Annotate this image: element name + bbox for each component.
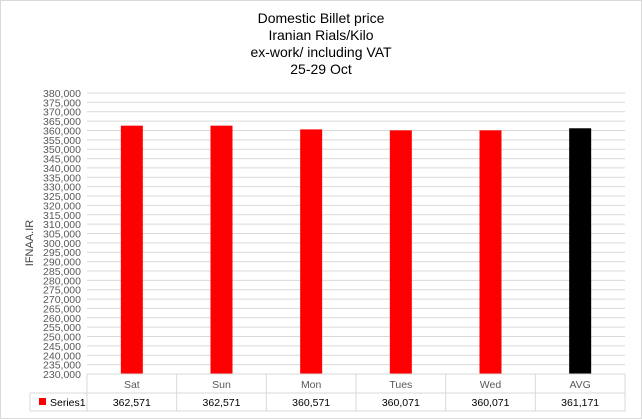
title-line-3: ex-work/ including VAT	[250, 44, 392, 60]
data-table: Sat 362,571 Sun 362,571 Mon 360,571 Tues 360,07…	[29, 373, 626, 412]
title-line-2: Iranian Rials/Kilo	[268, 27, 374, 43]
bar-wed	[479, 130, 502, 374]
y-tick-label: 325,000	[43, 191, 81, 203]
y-tick-label: 245,000	[43, 341, 81, 353]
x-tick-label: Tues	[389, 379, 412, 391]
y-tick-label: 370,000	[43, 107, 81, 119]
y-tick-label: 280,000	[43, 275, 81, 287]
data-label: 362,571	[203, 397, 241, 409]
data-label: 360,071	[472, 397, 510, 409]
y-tick-label: 240,000	[43, 350, 81, 362]
x-tick-label: Mon	[301, 379, 322, 391]
bar-sun	[210, 125, 233, 374]
bar-tues	[389, 130, 412, 374]
y-tick-label: 255,000	[43, 322, 81, 334]
chart-title: Domestic Billet price Iranian Rials/Kilo…	[0, 10, 642, 78]
y-tick-label: 270,000	[43, 294, 81, 306]
y-tick-label: 330,000	[43, 182, 81, 194]
y-tick-label: 250,000	[43, 332, 81, 344]
gridlines	[87, 92, 625, 375]
title-line-1: Domestic Billet price	[257, 10, 385, 26]
y-tick-label: 275,000	[43, 285, 81, 297]
data-label: 360,571	[292, 397, 330, 409]
bar-avg	[569, 128, 592, 374]
y-tick-label: 365,000	[43, 116, 81, 128]
data-label: 362,571	[113, 397, 151, 409]
legend-label: Series1	[50, 397, 86, 409]
x-tick-label: Wed	[480, 379, 502, 391]
y-tick-label: 305,000	[43, 229, 81, 241]
y-tick-label: 340,000	[43, 163, 81, 175]
y-axis-label: IFNAA.IR	[24, 220, 36, 267]
y-tick-label: 360,000	[43, 125, 81, 137]
y-tick-label: 310,000	[43, 219, 81, 231]
bar-sat	[120, 125, 143, 374]
y-tick-label: 335,000	[43, 172, 81, 184]
y-tick-label: 320,000	[43, 200, 81, 212]
y-tick-label: 265,000	[43, 303, 81, 315]
y-tick-label: 235,000	[43, 360, 81, 372]
y-tick-label: 375,000	[43, 97, 81, 109]
y-tick-label: 260,000	[43, 313, 81, 325]
y-tick-label: 300,000	[43, 238, 81, 250]
bars	[120, 125, 592, 374]
title-line-4: 25-29 Oct	[290, 61, 352, 77]
y-tick-label: 295,000	[43, 247, 81, 259]
legend-swatch	[39, 398, 46, 405]
y-tick-label: 285,000	[43, 266, 81, 278]
y-tick-label: 315,000	[43, 210, 81, 222]
y-tick-label: 345,000	[43, 154, 81, 166]
y-tick-label: 290,000	[43, 257, 81, 269]
x-tick-label: AVG	[569, 379, 590, 391]
y-tick-label: 230,000	[43, 369, 81, 381]
y-tick-label: 355,000	[43, 135, 81, 147]
x-tick-label: Sun	[212, 379, 231, 391]
y-tick-label: 380,000	[43, 88, 81, 100]
y-tick-label: 350,000	[43, 144, 81, 156]
data-label: 361,171	[561, 397, 599, 409]
bar-mon	[300, 129, 323, 374]
x-tick-label: Sat	[124, 379, 140, 391]
data-label: 360,071	[382, 397, 420, 409]
y-axis-ticks: 230,000235,000240,000245,000250,000255,0…	[43, 88, 81, 381]
